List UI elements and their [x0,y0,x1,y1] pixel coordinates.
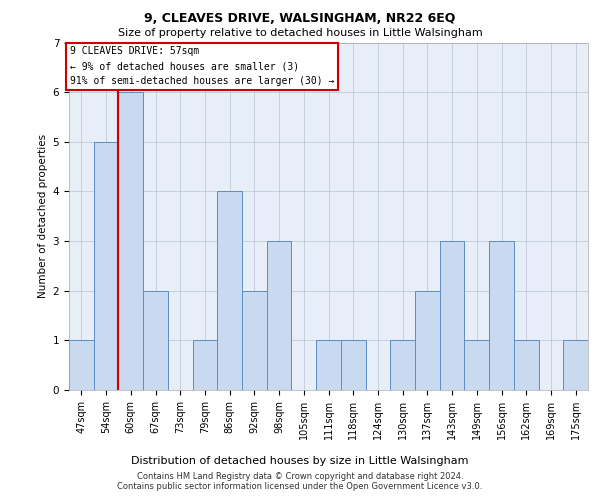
Bar [267,241,292,390]
Bar [143,290,168,390]
Bar [217,192,242,390]
Bar [118,92,143,390]
Bar [193,340,217,390]
Bar [563,340,588,390]
Bar [94,142,118,390]
Bar [69,340,94,390]
Bar [514,340,539,390]
Bar [341,340,365,390]
Text: 9, CLEAVES DRIVE, WALSINGHAM, NR22 6EQ: 9, CLEAVES DRIVE, WALSINGHAM, NR22 6EQ [145,12,455,26]
Bar [316,340,341,390]
Bar [464,340,489,390]
Text: Size of property relative to detached houses in Little Walsingham: Size of property relative to detached ho… [118,28,482,38]
Text: Contains HM Land Registry data © Crown copyright and database right 2024.: Contains HM Land Registry data © Crown c… [137,472,463,481]
Bar [489,241,514,390]
Bar [242,290,267,390]
Text: Distribution of detached houses by size in Little Walsingham: Distribution of detached houses by size … [131,456,469,466]
Bar [440,241,464,390]
Text: Contains public sector information licensed under the Open Government Licence v3: Contains public sector information licen… [118,482,482,491]
Bar [415,290,440,390]
Text: 9 CLEAVES DRIVE: 57sqm
← 9% of detached houses are smaller (3)
91% of semi-detac: 9 CLEAVES DRIVE: 57sqm ← 9% of detached … [70,46,335,86]
Y-axis label: Number of detached properties: Number of detached properties [38,134,49,298]
Bar [390,340,415,390]
